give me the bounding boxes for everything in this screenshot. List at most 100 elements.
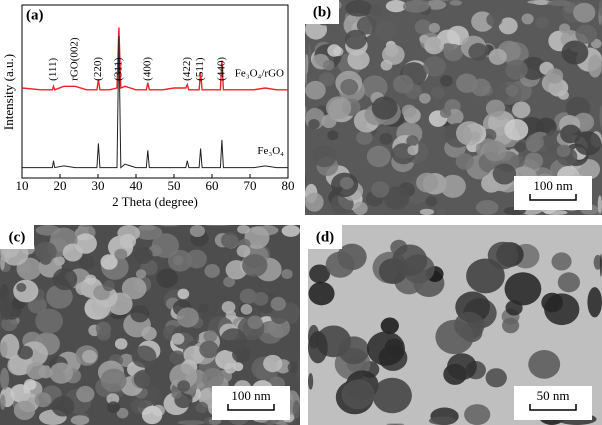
particle <box>16 282 27 293</box>
particle <box>321 114 337 129</box>
scale-bar-label: 100 nm <box>533 178 572 193</box>
peak-label: (111) <box>47 58 59 81</box>
particle <box>356 130 373 145</box>
particle <box>483 140 507 162</box>
particle <box>436 208 447 215</box>
particle <box>505 59 528 80</box>
particle <box>505 84 519 97</box>
particle <box>597 195 602 215</box>
particle <box>305 39 310 55</box>
particle <box>424 36 444 55</box>
particle <box>327 130 339 141</box>
particle <box>0 394 6 410</box>
particle <box>487 241 519 270</box>
particle <box>380 59 393 71</box>
particle <box>449 0 462 6</box>
particle <box>81 225 94 227</box>
particle <box>177 380 191 392</box>
particle <box>416 172 439 193</box>
particle <box>0 295 13 321</box>
particle <box>464 404 491 425</box>
peak-label: (440) <box>215 57 227 81</box>
particle <box>309 264 330 284</box>
series-label: Fe₃O₄/rGO <box>235 67 284 79</box>
particle <box>13 279 39 303</box>
particle <box>546 68 564 84</box>
particle <box>598 0 602 17</box>
particle <box>185 249 207 269</box>
panel-label: (d) <box>316 229 334 245</box>
particle <box>27 296 47 314</box>
particle <box>305 174 306 186</box>
x-tick-label: 60 <box>206 178 219 193</box>
particle <box>556 144 571 158</box>
particle <box>498 17 518 35</box>
particle <box>34 241 57 262</box>
particle <box>392 244 428 277</box>
scale-bar-label: 50 nm <box>537 388 570 403</box>
particle <box>305 62 307 86</box>
series-line <box>21 27 288 91</box>
particle <box>247 315 263 330</box>
particle <box>13 400 36 421</box>
particle <box>439 107 452 119</box>
particle <box>325 251 355 278</box>
x-tick-label: 10 <box>16 178 29 193</box>
particle <box>189 225 206 238</box>
particle <box>599 105 602 128</box>
x-tick-label: 30 <box>92 178 105 193</box>
particle <box>560 124 582 144</box>
particle <box>141 405 163 425</box>
particle <box>253 225 266 227</box>
particle <box>385 0 407 13</box>
x-tick-label: 70 <box>244 178 257 193</box>
particle <box>17 345 33 360</box>
particle <box>326 96 352 120</box>
particle <box>204 264 220 278</box>
scale-bar <box>227 404 275 411</box>
x-tick-label: 40 <box>130 178 143 193</box>
particle <box>102 280 115 292</box>
peak-label: (400) <box>141 57 153 81</box>
particle <box>141 326 157 341</box>
particle <box>419 93 431 104</box>
particle <box>281 268 293 280</box>
particle <box>221 301 236 314</box>
particle <box>131 345 157 368</box>
particle <box>570 214 593 215</box>
particle <box>435 319 474 355</box>
particle <box>308 281 335 306</box>
particle <box>106 401 121 414</box>
particle <box>18 262 31 274</box>
particle <box>372 377 412 414</box>
particle <box>76 385 95 403</box>
particle <box>381 44 405 65</box>
particle <box>183 345 205 365</box>
particle <box>352 201 368 216</box>
particle <box>455 153 474 170</box>
particle <box>119 233 137 249</box>
particle <box>407 145 419 156</box>
series-line <box>22 36 288 169</box>
particle <box>406 135 419 147</box>
particle <box>114 248 128 261</box>
particle <box>225 260 248 280</box>
particle <box>23 378 37 391</box>
particle <box>281 225 300 237</box>
particle <box>322 60 335 71</box>
particle <box>224 362 237 374</box>
particle <box>356 16 378 35</box>
particle <box>51 395 75 417</box>
x-tick-label: 20 <box>54 178 67 193</box>
x-tick-label: 50 <box>168 178 181 193</box>
particle <box>203 330 218 343</box>
particle <box>176 307 199 328</box>
particle <box>26 362 46 380</box>
particle <box>305 80 326 100</box>
particle <box>485 368 507 388</box>
particle <box>287 361 300 373</box>
particle <box>371 96 398 120</box>
particle <box>114 338 128 350</box>
particle <box>520 56 546 80</box>
